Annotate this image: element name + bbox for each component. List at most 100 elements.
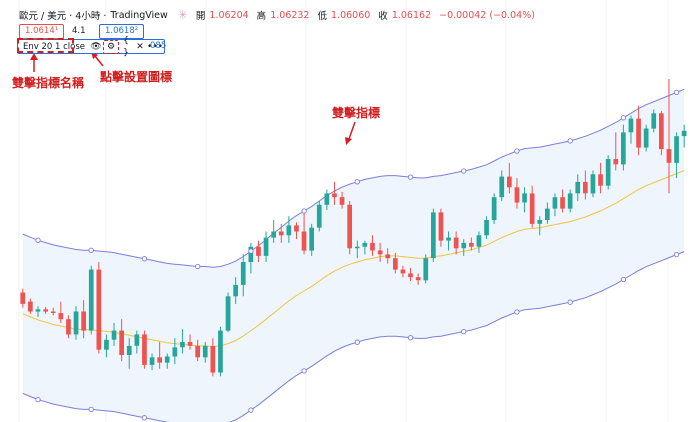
- candle: [446, 231, 451, 251]
- candle-body: [157, 357, 162, 363]
- close-value: 1.06162: [391, 9, 432, 21]
- annotation-settings-icon: 點擊設置圖標: [100, 70, 173, 84]
- candle: [537, 216, 543, 236]
- candle: [438, 208, 444, 247]
- upper-band-marker: [354, 179, 360, 185]
- candle: [491, 193, 497, 224]
- candle-body: [507, 176, 512, 188]
- upper-band-marker: [141, 256, 148, 262]
- candle-body: [522, 193, 527, 203]
- upper-band-marker: [88, 247, 94, 253]
- candle-body: [43, 309, 48, 312]
- candle-body: [347, 204, 352, 249]
- candle-body: [393, 258, 398, 270]
- candle-body: [20, 292, 26, 304]
- candle-body: [301, 231, 307, 251]
- candle: [674, 132, 679, 179]
- candle: [81, 300, 86, 339]
- candle-body: [73, 311, 79, 335]
- candle-body: [476, 235, 482, 247]
- source-code-icon[interactable]: { }: [123, 35, 129, 58]
- candle: [119, 319, 124, 362]
- envelope-markers: [35, 89, 680, 421]
- close-icon[interactable]: ✕: [136, 41, 144, 52]
- candle-body: [35, 309, 41, 312]
- candle-body: [370, 242, 375, 251]
- candle-body: [233, 284, 238, 297]
- candle-body: [400, 269, 406, 274]
- candle-body: [354, 246, 360, 249]
- lower-band-marker: [407, 335, 414, 341]
- candle: [20, 288, 26, 308]
- candle: [484, 216, 489, 240]
- candle: [590, 170, 596, 198]
- source-label: TradingView: [110, 9, 168, 21]
- annotation-indicator-name: 雙擊指標名稱: [12, 76, 85, 90]
- sell-button[interactable]: 1.0614¹: [19, 24, 65, 39]
- candle-body: [111, 330, 117, 340]
- eye-icon[interactable]: 👁: [90, 41, 102, 52]
- candle-body: [674, 136, 679, 163]
- envelope-fill: [22, 89, 685, 422]
- candle: [43, 306, 48, 314]
- candle: [263, 231, 269, 262]
- candle: [157, 342, 162, 369]
- candle-body: [415, 277, 421, 281]
- candle-body: [590, 174, 596, 194]
- candle-body: [514, 187, 520, 203]
- candle: [400, 265, 406, 278]
- buy-button[interactable]: 1.0618²: [99, 24, 145, 39]
- candle-body: [119, 330, 124, 355]
- candle-body: [316, 204, 322, 228]
- candle-body: [294, 225, 299, 232]
- candle-body: [263, 237, 269, 256]
- candle: [347, 200, 352, 255]
- candle: [210, 338, 216, 377]
- candle: [271, 220, 276, 243]
- candle: [659, 111, 664, 156]
- candle-body: [180, 342, 185, 348]
- candle: [316, 200, 322, 232]
- candle: [66, 315, 71, 339]
- candle-body: [666, 149, 672, 163]
- candle: [233, 277, 238, 304]
- candle-body: [286, 225, 292, 236]
- candle-body: [681, 130, 687, 137]
- upper-band-marker: [461, 168, 467, 174]
- more-icon[interactable]: •••: [147, 41, 163, 52]
- candle-body: [560, 197, 565, 209]
- candle-body: [309, 227, 314, 251]
- favorite-icon[interactable]: ✳: [177, 8, 188, 22]
- candle-body: [225, 296, 231, 331]
- candle: [583, 170, 588, 200]
- candle-body: [598, 174, 603, 186]
- candle: [225, 292, 231, 333]
- candle: [408, 268, 413, 282]
- lower-band-marker: [514, 309, 520, 315]
- candle-body: [621, 132, 626, 165]
- candle: [332, 181, 337, 205]
- high-label: 高: [256, 11, 267, 22]
- lower-band-marker: [248, 407, 254, 413]
- high-value: 1.06232: [270, 9, 310, 21]
- candle: [469, 237, 474, 251]
- symbol-title[interactable]: 歐元 / 美元 · 4小時 ·: [19, 11, 107, 22]
- candle: [613, 132, 619, 171]
- upper-band-marker: [514, 148, 520, 154]
- candle: [286, 216, 292, 243]
- candle: [88, 265, 94, 335]
- candle-body: [210, 345, 216, 373]
- indicator-name[interactable]: Env 20 1 close: [23, 41, 86, 52]
- candle: [385, 248, 391, 264]
- candle-body: [583, 181, 588, 194]
- candle: [202, 342, 208, 363]
- upper-band-marker: [195, 263, 201, 270]
- candle: [50, 307, 56, 316]
- candle: [164, 353, 170, 369]
- candle-body: [491, 197, 497, 221]
- upper-band-marker: [673, 89, 680, 96]
- lower-band-marker: [461, 328, 467, 335]
- indicator-legend[interactable]: Env 20 1 close 👁 ⚙ { } ✕ •••: [17, 36, 166, 58]
- settings-icon[interactable]: ⚙: [103, 39, 120, 54]
